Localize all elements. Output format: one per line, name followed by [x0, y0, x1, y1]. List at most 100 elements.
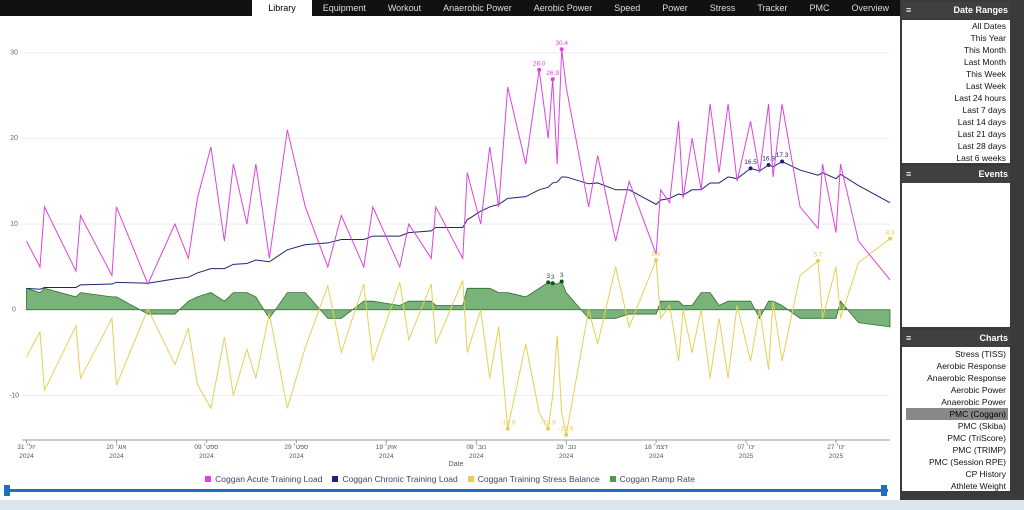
- date-range-item[interactable]: Last Month: [963, 57, 1006, 67]
- data-point: [816, 258, 821, 263]
- tab[interactable]: Tracker: [757, 3, 788, 13]
- legend-label: Coggan Acute Training Load: [215, 474, 323, 484]
- date-range-list: All Dates This Year This Month Last Month Th…: [902, 20, 1010, 163]
- data-point: [546, 426, 551, 431]
- data-point: [505, 426, 510, 431]
- range-handle[interactable]: [881, 485, 887, 496]
- data-label: 8.3: [885, 229, 894, 236]
- taskbar: [0, 500, 1024, 510]
- tab[interactable]: Library: [252, 0, 312, 16]
- date-range-item[interactable]: This Week: [966, 69, 1006, 79]
- charts-list: Stress (TISS) Aerobic Response Anaerobic R…: [902, 347, 1010, 491]
- series-area: [26, 280, 891, 328]
- chart-item[interactable]: PMC (Skiba): [957, 421, 1006, 431]
- date-range-item[interactable]: All Dates: [971, 21, 1006, 31]
- tab[interactable]: Equipment: [322, 3, 366, 13]
- chart-item[interactable]: PMC (TriScore): [947, 433, 1006, 443]
- date-range-item[interactable]: Last 7 days: [962, 105, 1006, 115]
- range-scrollbar[interactable]: [4, 489, 888, 492]
- x-tick-label: 19 אוק׳ 2024: [375, 444, 397, 460]
- data-label: 5.7: [814, 252, 823, 259]
- data-point: [748, 166, 753, 171]
- y-tick-label: 0: [12, 307, 16, 314]
- legend-swatch: [467, 476, 474, 482]
- chart-item[interactable]: CP History: [965, 469, 1006, 479]
- data-label: 30.4: [555, 40, 568, 47]
- chart-item[interactable]: Anaerobic Response: [927, 373, 1006, 383]
- data-point: [766, 162, 771, 167]
- y-tick-label: 30: [10, 50, 18, 57]
- tab[interactable]: Anaerobic Power: [443, 3, 512, 13]
- date-range-item[interactable]: Last Week: [965, 81, 1006, 91]
- x-tick-label: 31 יול׳ 2024: [17, 444, 36, 460]
- legend-item: Coggan Acute Training Load: [205, 474, 322, 484]
- series-line: [26, 49, 891, 286]
- tab[interactable]: PMC: [809, 3, 830, 13]
- y-tick-label: 20: [10, 135, 18, 142]
- tab[interactable]: Power: [662, 3, 688, 13]
- data-label: 16.9: [762, 156, 775, 163]
- x-tick-label: 20 אוג׳ 2024: [106, 444, 127, 460]
- series-line: [26, 238, 891, 435]
- date-range-item[interactable]: This Year: [970, 33, 1006, 43]
- range-handle[interactable]: [4, 485, 10, 496]
- legend-item: Coggan Ramp Rate: [609, 474, 695, 484]
- y-tick-label: 10: [10, 221, 18, 228]
- date-range-item[interactable]: This Month: [963, 45, 1006, 55]
- tab[interactable]: Overview: [851, 3, 889, 13]
- y-tick-label: -10: [9, 392, 19, 399]
- data-label: 3: [551, 274, 555, 281]
- date-range-item[interactable]: Last 14 days: [957, 117, 1006, 127]
- data-label: 17.3: [776, 152, 789, 159]
- chart-item[interactable]: Aerobic Power: [950, 385, 1006, 395]
- legend-item: Coggan Training Stress Balance: [467, 474, 600, 484]
- chart-item[interactable]: PMC (TRIMP): [952, 445, 1006, 455]
- panel-header: ≡ Events: [902, 166, 1010, 183]
- chart-item[interactable]: PMC (Session RPE): [929, 457, 1006, 467]
- panel-title: Date Ranges: [953, 5, 1008, 15]
- data-label: 26.9: [546, 70, 559, 77]
- data-point: [546, 280, 551, 285]
- legend-label: Coggan Ramp Rate: [619, 474, 695, 484]
- data-point: [537, 67, 542, 72]
- data-point: [654, 258, 659, 263]
- chart-item[interactable]: Stress (TISS): [954, 349, 1006, 359]
- panel-title: Charts: [979, 333, 1008, 343]
- series-line: [26, 160, 891, 290]
- x-tick-label: 09 ספט׳ 2024: [194, 444, 219, 460]
- x-axis-title: Date: [448, 461, 464, 468]
- x-tick-label: 07 ינו׳ 2025: [737, 444, 755, 460]
- date-range-item[interactable]: Last 24 hours: [954, 93, 1006, 103]
- data-point: [550, 281, 555, 286]
- tab[interactable]: Aerobic Power: [533, 3, 593, 13]
- x-tick-label: 27 ינו׳ 2025: [827, 444, 845, 460]
- data-point: [559, 279, 564, 284]
- data-point: [550, 77, 555, 82]
- legend-label: Coggan Chronic Training Load: [342, 474, 458, 484]
- data-label: -13.9: [500, 420, 515, 427]
- chart-item[interactable]: Aerobic Response: [936, 361, 1006, 371]
- legend-item: Coggan Chronic Training Load: [332, 474, 458, 484]
- date-range-item[interactable]: Last 28 days: [957, 141, 1006, 151]
- x-tick-label: 29 ספט׳ 2024: [284, 444, 309, 460]
- tab[interactable]: Stress: [709, 3, 736, 13]
- data-point: [564, 432, 569, 437]
- date-range-item[interactable]: Last 21 days: [957, 129, 1006, 139]
- data-label: -13.9: [541, 420, 556, 427]
- tab[interactable]: Speed: [614, 3, 641, 13]
- data-label: 28.0: [533, 61, 546, 68]
- chart-item[interactable]: Athlete Weight: [950, 481, 1006, 491]
- legend-swatch: [332, 476, 339, 482]
- chart-item[interactable]: Anaerobic Power: [941, 397, 1006, 407]
- tab[interactable]: Workout: [387, 3, 422, 13]
- events-list: [902, 183, 1010, 327]
- panel-header: ≡ Date Ranges: [902, 2, 1010, 19]
- data-point: [780, 159, 785, 164]
- date-range-item[interactable]: Last 6 weeks: [956, 153, 1006, 163]
- legend-swatch: [205, 476, 212, 482]
- chart-item[interactable]: PMC (Coggan): [906, 408, 1008, 420]
- data-point: [888, 236, 892, 241]
- data-label: 16.5: [744, 159, 757, 166]
